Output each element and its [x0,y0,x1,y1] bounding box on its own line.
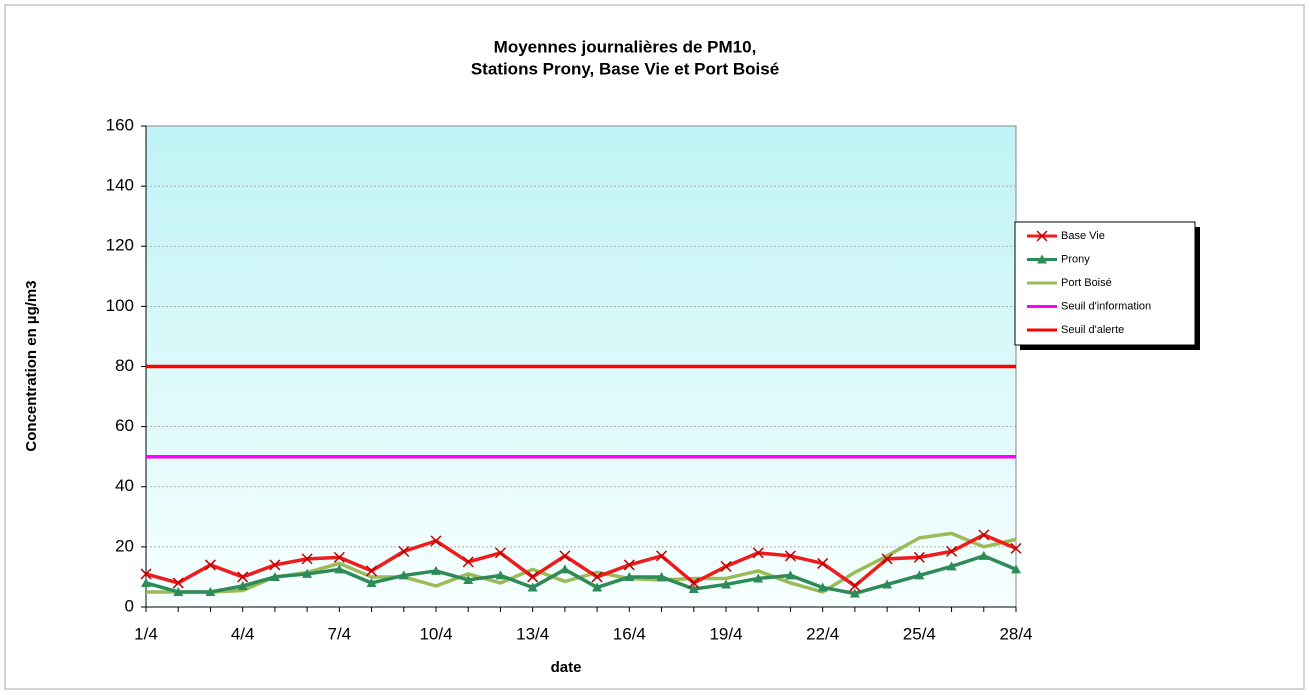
x-tick-label: 13/4 [516,624,549,643]
marker [430,535,442,547]
marker [333,551,345,563]
marker [334,564,345,574]
marker [688,583,699,593]
marker [431,565,441,575]
x-tick-label: 22/4 [806,624,839,643]
marker [913,551,925,563]
legend-label: Port Boisé [1061,277,1112,289]
y-axis-label: Concentration en µg/m3 [23,280,40,451]
marker [366,565,378,577]
marker [1037,254,1047,264]
marker [172,577,184,589]
marker [753,573,764,583]
marker [946,545,958,557]
marker [881,553,893,565]
series-line [145,533,1017,588]
marker [785,570,796,580]
marker [914,570,925,580]
marker [978,550,989,560]
y-tick-label: 120 [106,236,134,255]
marker [882,579,893,589]
x-tick-label: 7/4 [328,624,352,643]
x-tick-label: 28/4 [999,624,1032,643]
marker [366,577,377,587]
x-tick-label: 1/4 [134,624,158,643]
x-tick-label: 16/4 [613,624,646,643]
legend-label: Base Vie [1061,230,1105,242]
chart-title: Stations Prony, Base Vie et Port Boisé [471,59,779,78]
marker [269,559,281,571]
marker [204,559,216,571]
marker [721,579,731,589]
series-line [145,554,1017,596]
marker [398,570,409,580]
marker [559,550,571,562]
marker [623,559,635,571]
marker [752,547,764,559]
x-tick-label: 19/4 [709,624,742,643]
legend-label: Seuil d'alerte [1061,324,1124,336]
x-tick-label: 10/4 [419,624,452,643]
marker [269,571,280,581]
marker [849,580,861,592]
y-tick-label: 100 [106,296,134,315]
marker [978,529,990,541]
marker [237,571,249,583]
marker [140,568,152,580]
marker [462,556,474,568]
y-tick-label: 80 [115,356,134,375]
marker [494,547,506,559]
y-tick-label: 60 [115,416,134,435]
marker [849,588,860,598]
marker [173,586,184,596]
legend-label: Seuil d'information [1061,300,1151,312]
y-tick-label: 160 [106,115,134,134]
marker [817,582,828,592]
y-tick-label: 40 [115,476,134,495]
marker [301,553,313,565]
marker [946,561,957,571]
marker [688,577,700,589]
marker [495,570,506,580]
x-tick-label: 4/4 [231,624,255,643]
marker [656,550,668,562]
y-tick-label: 140 [106,176,134,195]
marker [1011,564,1021,574]
marker [1010,542,1022,554]
marker [398,545,410,557]
marker [592,582,603,592]
marker [141,577,151,587]
marker [624,571,635,581]
marker [817,557,829,569]
y-tick-label: 0 [125,596,134,615]
marker [559,564,570,574]
marker [527,571,539,583]
x-axis-label: date [551,659,582,676]
marker [656,571,667,581]
marker [720,560,732,572]
chart-title: Moyennes journalières de PM10, [494,37,757,56]
y-tick-label: 20 [115,536,134,555]
legend-label: Prony [1061,253,1090,265]
marker [784,550,796,562]
marker [302,568,313,578]
marker [1036,230,1048,242]
marker [527,582,538,592]
x-tick-label: 25/4 [903,624,936,643]
marker [463,574,474,584]
marker [205,586,216,596]
marker [591,571,603,583]
marker [237,580,248,590]
